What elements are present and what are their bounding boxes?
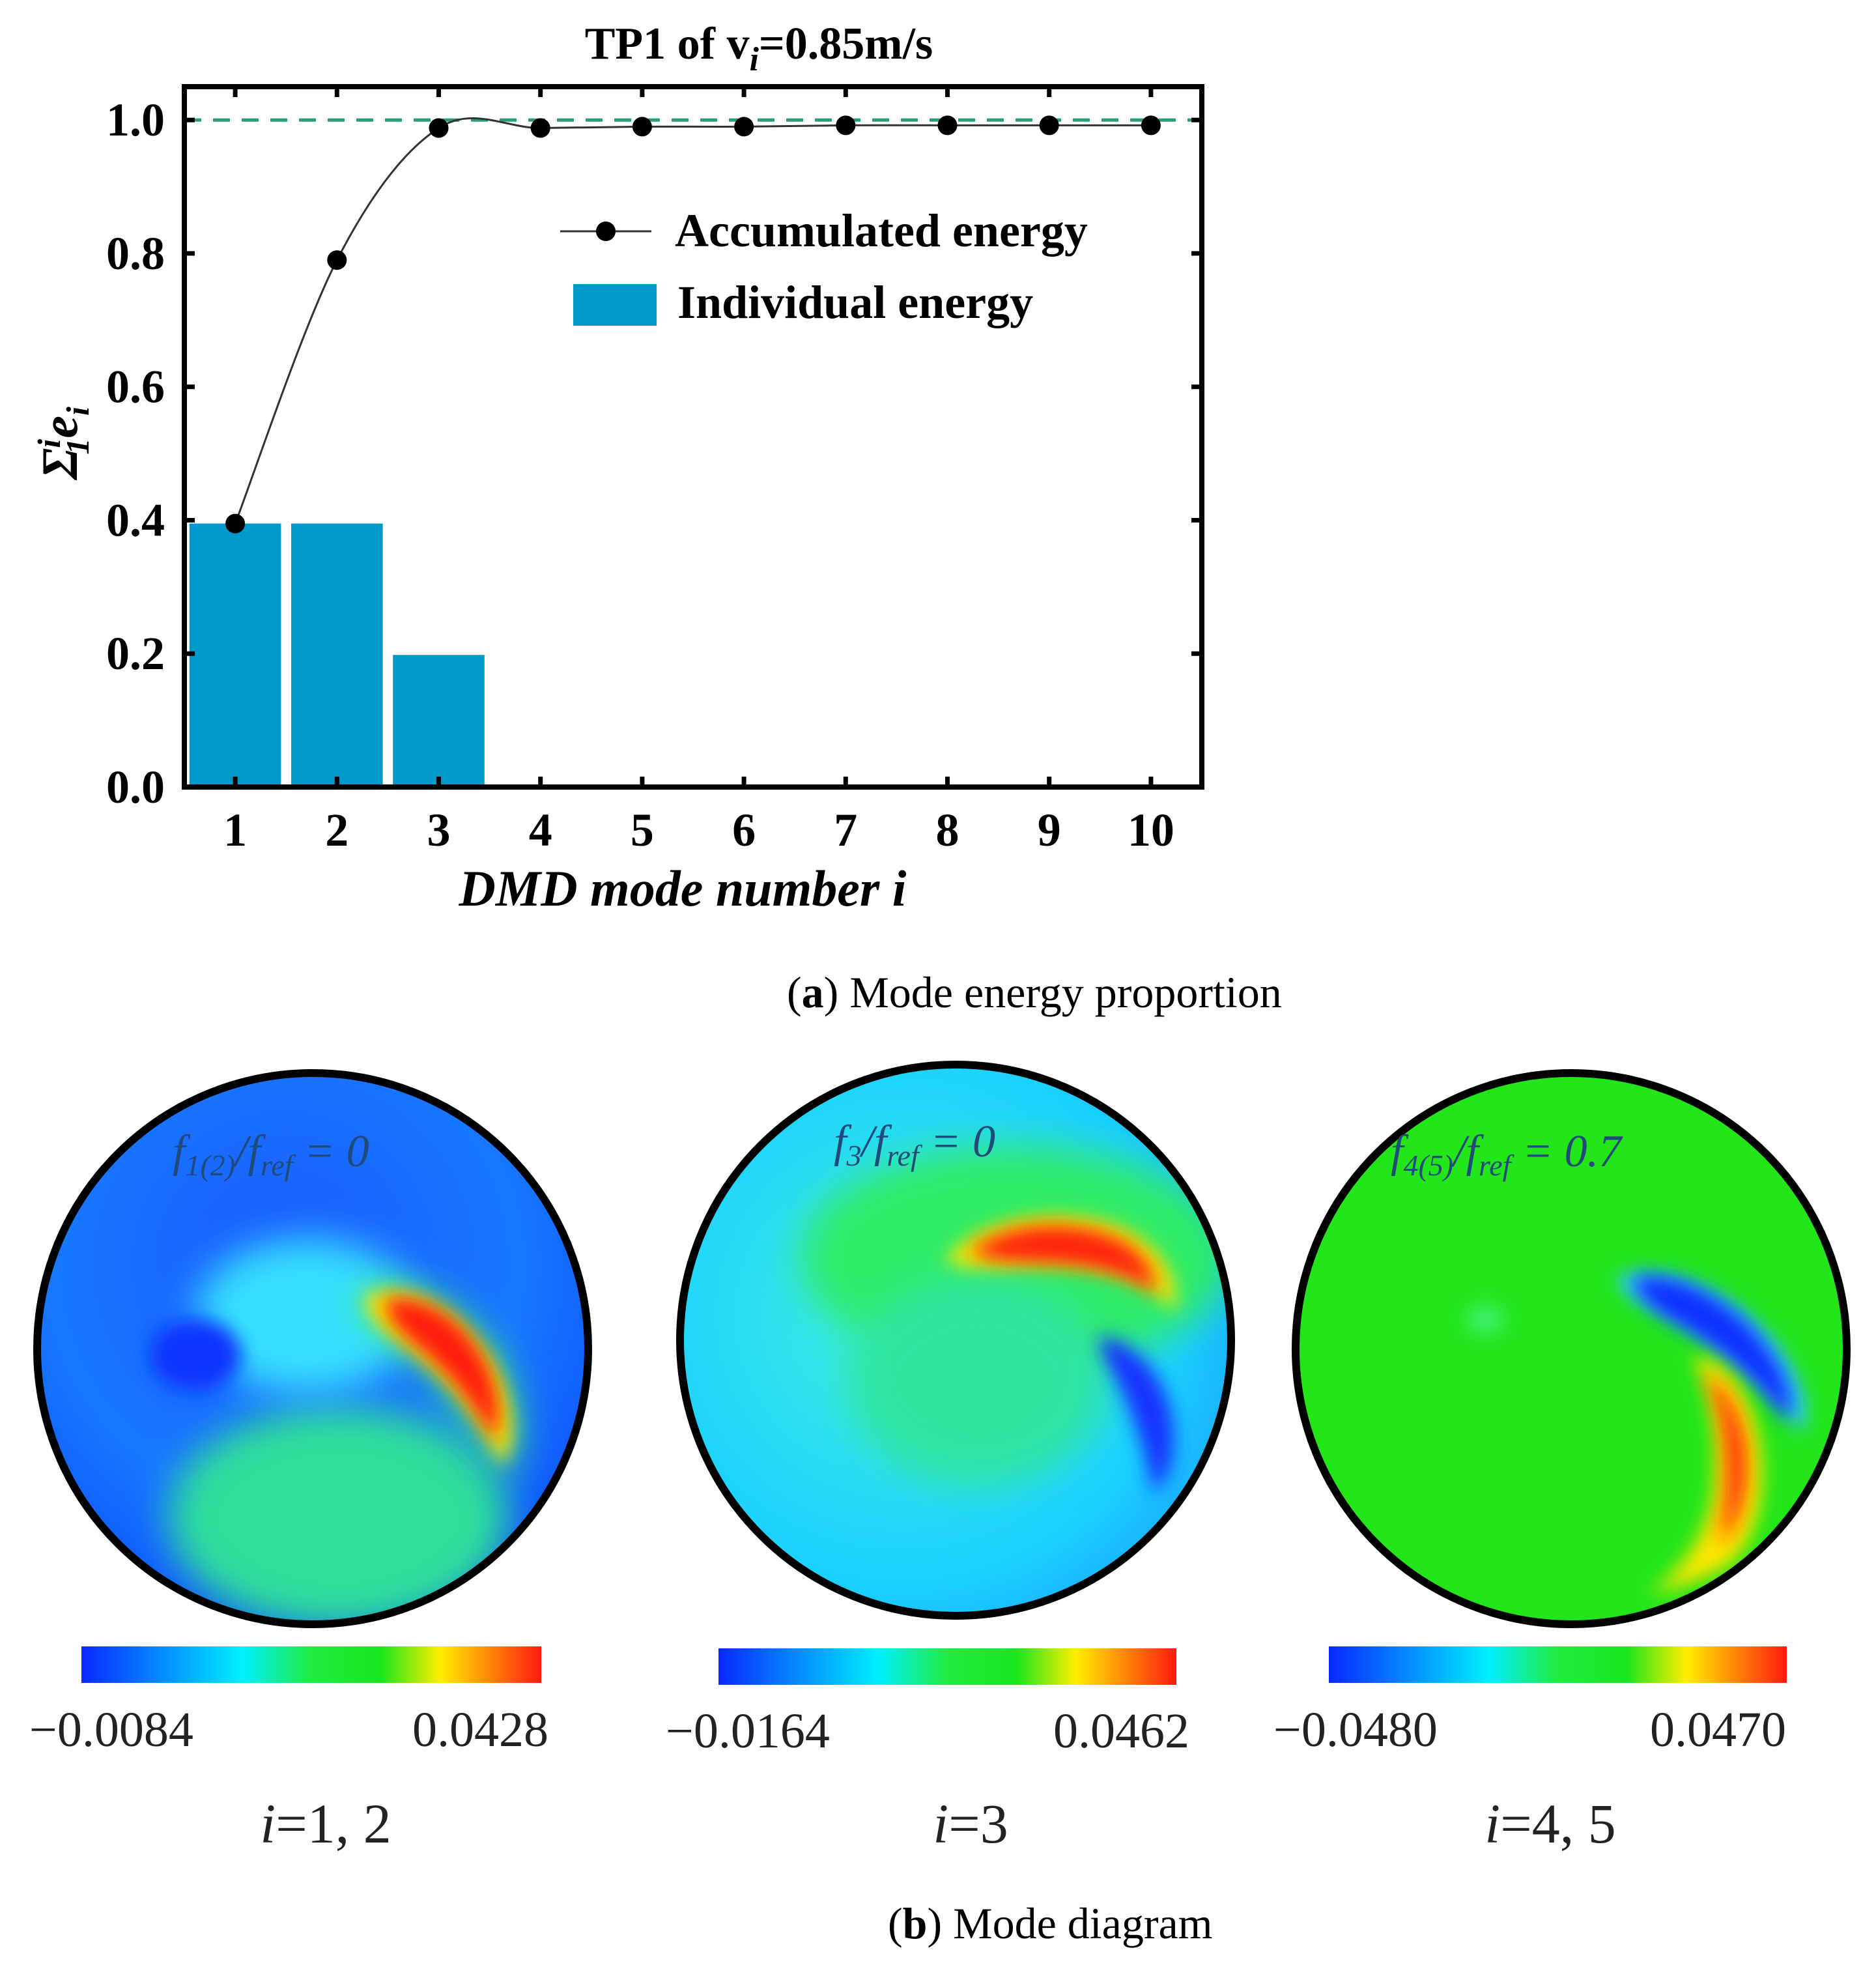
mode1-colorbar xyxy=(81,1646,541,1683)
point-1 xyxy=(225,513,246,534)
bar-series xyxy=(189,523,485,787)
mode1-border xyxy=(33,1069,592,1628)
mode-panel-4: f4(5)/fref = 0.7 −0.0480 0.0470 i=4, 5 xyxy=(1273,1069,1851,1855)
ytick-label: 1.0 xyxy=(106,94,165,146)
caption-a: (a) Mode energy proportion xyxy=(787,968,1282,1017)
plot-frame xyxy=(182,84,1204,790)
mode1-dark-spot xyxy=(150,1319,241,1391)
bar-1 xyxy=(189,523,281,787)
xtick-label: 1 xyxy=(223,804,247,856)
ytick-label: 0.6 xyxy=(106,361,165,413)
xtick-label: 7 xyxy=(834,804,857,856)
ytick-label: 0.0 xyxy=(106,761,165,813)
mode1-green-lower xyxy=(169,1407,508,1624)
y-tick-labels: 0.0 0.2 0.4 0.6 0.8 1.0 xyxy=(106,94,165,813)
mode1-cyan-mid xyxy=(195,1238,417,1394)
mode4-label: i=4, 5 xyxy=(1485,1792,1615,1855)
mode1-red-core xyxy=(384,1298,500,1440)
mode3-label: i=3 xyxy=(933,1792,1008,1855)
xtick-label: 4 xyxy=(529,804,552,856)
xtick-label: 2 xyxy=(325,804,348,856)
legend-marker-swatch xyxy=(596,222,616,241)
xtick-label: 3 xyxy=(427,804,451,856)
point-3 xyxy=(429,118,449,138)
point-5 xyxy=(632,117,652,137)
mode1-cmax: 0.0428 xyxy=(412,1702,548,1757)
legend-bar-swatch xyxy=(573,284,657,326)
xtick-label: 10 xyxy=(1128,804,1174,856)
ytick-label: 0.4 xyxy=(106,494,165,546)
ytick-label: 0.8 xyxy=(106,227,165,280)
marker-series xyxy=(225,115,1161,534)
x-tick-labels: 1 2 3 4 5 6 7 8 9 10 xyxy=(223,804,1174,856)
mode1-label: i=1, 2 xyxy=(260,1792,391,1855)
legend: Accumulated energy Individual energy xyxy=(560,205,1088,328)
mode3-colorbar xyxy=(718,1648,1176,1685)
mode3-cmax: 0.0462 xyxy=(1053,1704,1189,1758)
mode-panel-1: f1(2)/fref = 0 −0.0084 0.0428 i=1, 2 xyxy=(29,1069,592,1855)
xtick-label: 8 xyxy=(936,804,959,856)
point-10 xyxy=(1141,115,1161,136)
bar-3 xyxy=(393,655,485,787)
x-axis-label: DMD mode number i xyxy=(459,860,907,917)
mode1-cmin: −0.0084 xyxy=(29,1702,193,1757)
mode3-green-center xyxy=(847,1277,1107,1485)
mode3-cmin: −0.0164 xyxy=(666,1704,830,1758)
mode4-blue-streak xyxy=(1635,1276,1791,1420)
axis-ticks xyxy=(184,87,1202,790)
ytick-label: 0.2 xyxy=(106,627,165,680)
mode3-frequency-label: f3/fref = 0 xyxy=(834,1117,995,1172)
bar-2 xyxy=(291,523,383,787)
mode3-border xyxy=(676,1061,1235,1620)
xtick-label: 5 xyxy=(631,804,654,856)
mode3-blue-streak xyxy=(1100,1336,1174,1492)
energy-chart: TP1 of vi=0.85m/s 0.0 0.2 0.4 0.6 0.8 1.0 1 2 3… xyxy=(31,19,1282,1017)
y-axis-label: Σi1ei xyxy=(31,407,96,481)
xtick-label: 6 xyxy=(732,804,756,856)
mode4-cmax: 0.0470 xyxy=(1650,1702,1786,1757)
point-8 xyxy=(937,115,958,136)
mode4-spot xyxy=(1466,1305,1505,1334)
mode4-colorbar xyxy=(1329,1646,1787,1683)
chart-title: TP1 of vi=0.85m/s xyxy=(585,19,933,78)
xtick-label: 9 xyxy=(1038,804,1061,856)
legend-label-accumulated: Accumulated energy xyxy=(675,205,1088,257)
point-4 xyxy=(530,118,550,138)
legend-label-individual: Individual energy xyxy=(677,276,1033,328)
point-7 xyxy=(836,115,856,136)
point-6 xyxy=(734,117,754,137)
point-9 xyxy=(1039,115,1059,136)
mode4-cmin: −0.0480 xyxy=(1273,1702,1438,1757)
mode-panel-3: f3/fref = 0 −0.0164 0.0462 i=3 xyxy=(666,1061,1235,1855)
mode3-red-arc xyxy=(971,1226,1156,1293)
mode1-frequency-label: f1(2)/fref = 0 xyxy=(173,1126,369,1182)
mode1-yellow-band xyxy=(365,1291,511,1466)
caption-b: (b) Mode diagram xyxy=(888,1899,1213,1948)
point-2 xyxy=(327,250,347,270)
mode4-border xyxy=(1292,1069,1851,1628)
mode4-red-core xyxy=(1703,1375,1746,1544)
